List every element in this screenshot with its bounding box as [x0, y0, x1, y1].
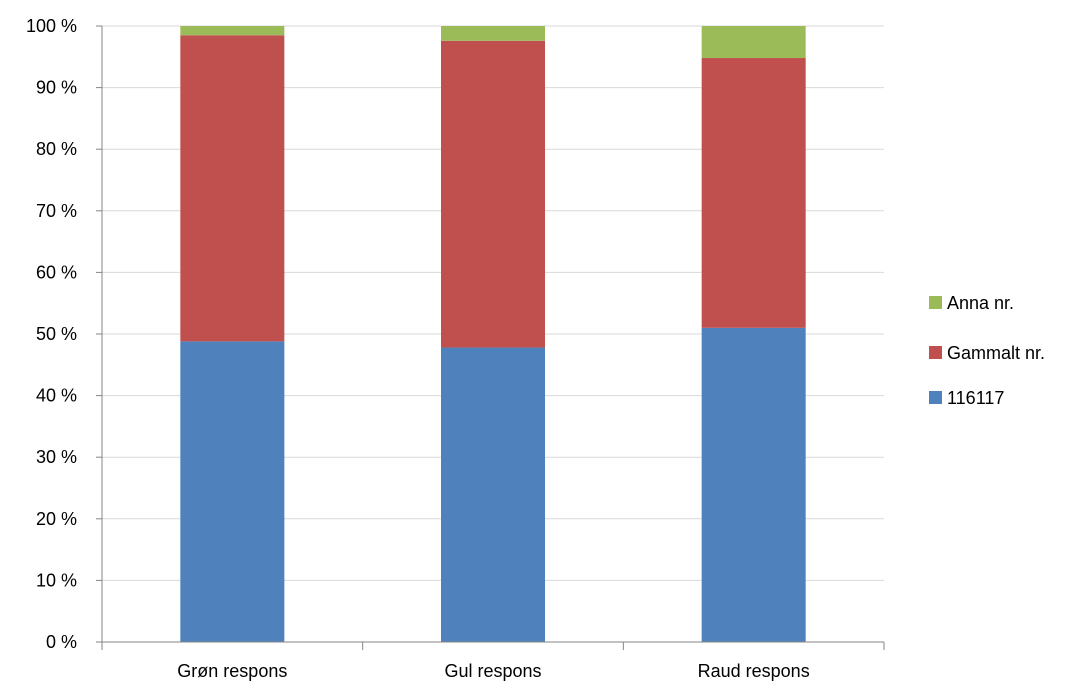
y-tick-label: 40 % [36, 386, 77, 406]
bars [180, 26, 806, 642]
bar-segment-gammalt-nr [180, 35, 285, 342]
y-tick-label: 90 % [36, 78, 77, 98]
y-tick-label: 70 % [36, 201, 77, 221]
legend-swatch [929, 296, 942, 309]
legend-label: 116117 [947, 388, 1004, 408]
legend-swatch [929, 346, 942, 359]
bar-segment-116117 [441, 347, 545, 642]
y-tick-label: 0 % [46, 632, 77, 652]
y-tick-label: 10 % [36, 570, 77, 590]
x-tick-label: Raud respons [698, 661, 810, 681]
legend: Anna nr. Gammalt nr. 116117 [929, 293, 1045, 408]
axes: 0 % 10 % 20 % 30 % 40 % 50 % 60 % 70 % 80 % 90 % 1… [26, 16, 885, 681]
y-tick-label: 30 % [36, 447, 77, 467]
bar-segment-anna-nr [701, 26, 806, 59]
x-tick-label: Gul respons [444, 661, 541, 681]
bar-segment-anna-nr [180, 26, 285, 36]
y-tick-label: 20 % [36, 509, 77, 529]
y-tick-label: 50 % [36, 324, 77, 344]
bar-segment-gammalt-nr [701, 58, 806, 328]
legend-label: Gammalt nr. [947, 343, 1045, 363]
bar-segment-116117 [701, 327, 806, 642]
x-tick-label: Grøn respons [177, 661, 287, 681]
bar-segment-116117 [180, 341, 285, 642]
y-tick-label: 60 % [36, 262, 77, 282]
legend-swatch [929, 391, 942, 404]
y-tick-label: 100 % [26, 16, 77, 36]
bar-segment-gammalt-nr [441, 40, 545, 348]
bar-segment-anna-nr [441, 26, 545, 41]
legend-label: Anna nr. [947, 293, 1014, 313]
y-tick-label: 80 % [36, 139, 77, 159]
